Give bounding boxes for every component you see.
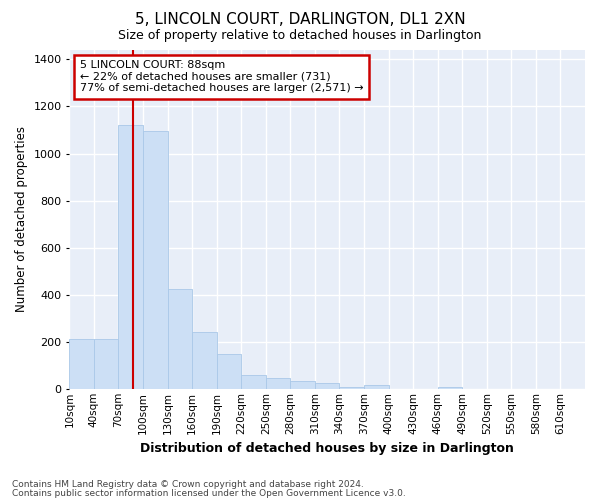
Bar <box>167 289 192 389</box>
Bar <box>266 378 290 389</box>
Bar <box>315 383 340 389</box>
X-axis label: Distribution of detached houses by size in Darlington: Distribution of detached houses by size … <box>140 442 514 455</box>
Bar <box>143 131 167 389</box>
Bar <box>118 126 143 389</box>
Bar <box>340 386 364 389</box>
Bar <box>437 386 462 389</box>
Bar <box>192 332 217 389</box>
Text: Contains public sector information licensed under the Open Government Licence v3: Contains public sector information licen… <box>12 488 406 498</box>
Text: Contains HM Land Registry data © Crown copyright and database right 2024.: Contains HM Land Registry data © Crown c… <box>12 480 364 489</box>
Text: 5, LINCOLN COURT, DARLINGTON, DL1 2XN: 5, LINCOLN COURT, DARLINGTON, DL1 2XN <box>134 12 466 28</box>
Bar <box>217 354 241 389</box>
Bar <box>241 375 266 389</box>
Bar <box>364 386 389 389</box>
Bar <box>70 340 94 389</box>
Bar <box>290 380 315 389</box>
Text: Size of property relative to detached houses in Darlington: Size of property relative to detached ho… <box>118 29 482 42</box>
Y-axis label: Number of detached properties: Number of detached properties <box>15 126 28 312</box>
Bar <box>94 340 118 389</box>
Text: 5 LINCOLN COURT: 88sqm
← 22% of detached houses are smaller (731)
77% of semi-de: 5 LINCOLN COURT: 88sqm ← 22% of detached… <box>80 60 363 94</box>
